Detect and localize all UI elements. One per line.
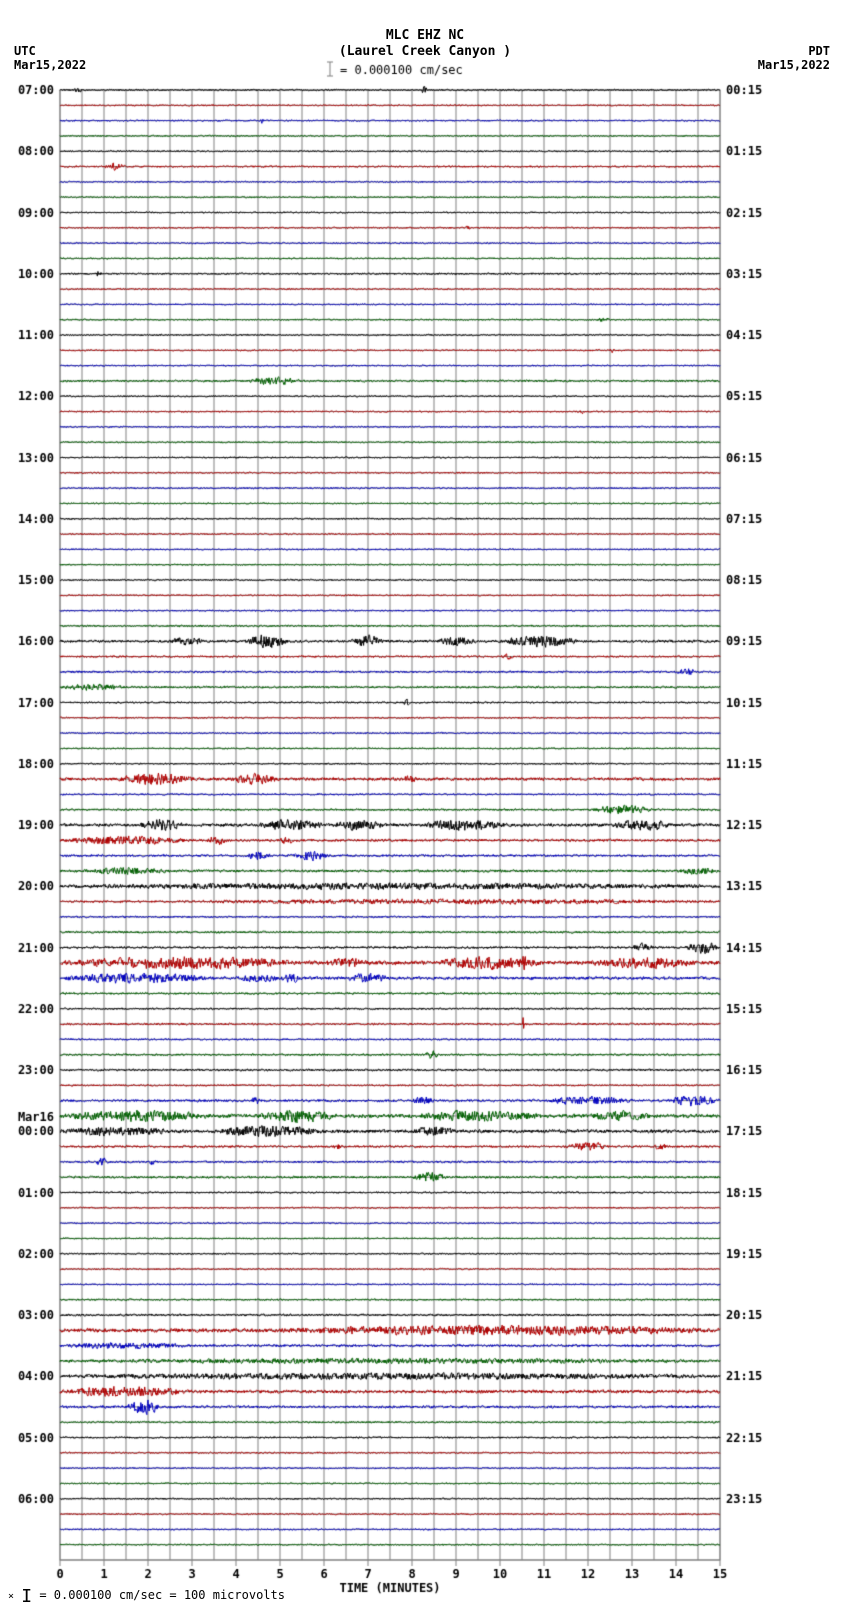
seismogram-canvas (0, 0, 850, 1613)
title-line2: (Laurel Creek Canyon ) (0, 44, 850, 59)
title-line1: MLC EHZ NC (0, 28, 850, 43)
right-date: Mar15,2022 (758, 58, 830, 72)
footer: × I = 0.000100 cm/sec = 100 microvolts (8, 1586, 285, 1607)
seismogram-plot: MLC EHZ NC (Laurel Creek Canyon ) UTC Ma… (0, 0, 850, 1613)
left-tz: UTC (14, 44, 36, 58)
left-date: Mar15,2022 (14, 58, 86, 72)
right-tz: PDT (808, 44, 830, 58)
